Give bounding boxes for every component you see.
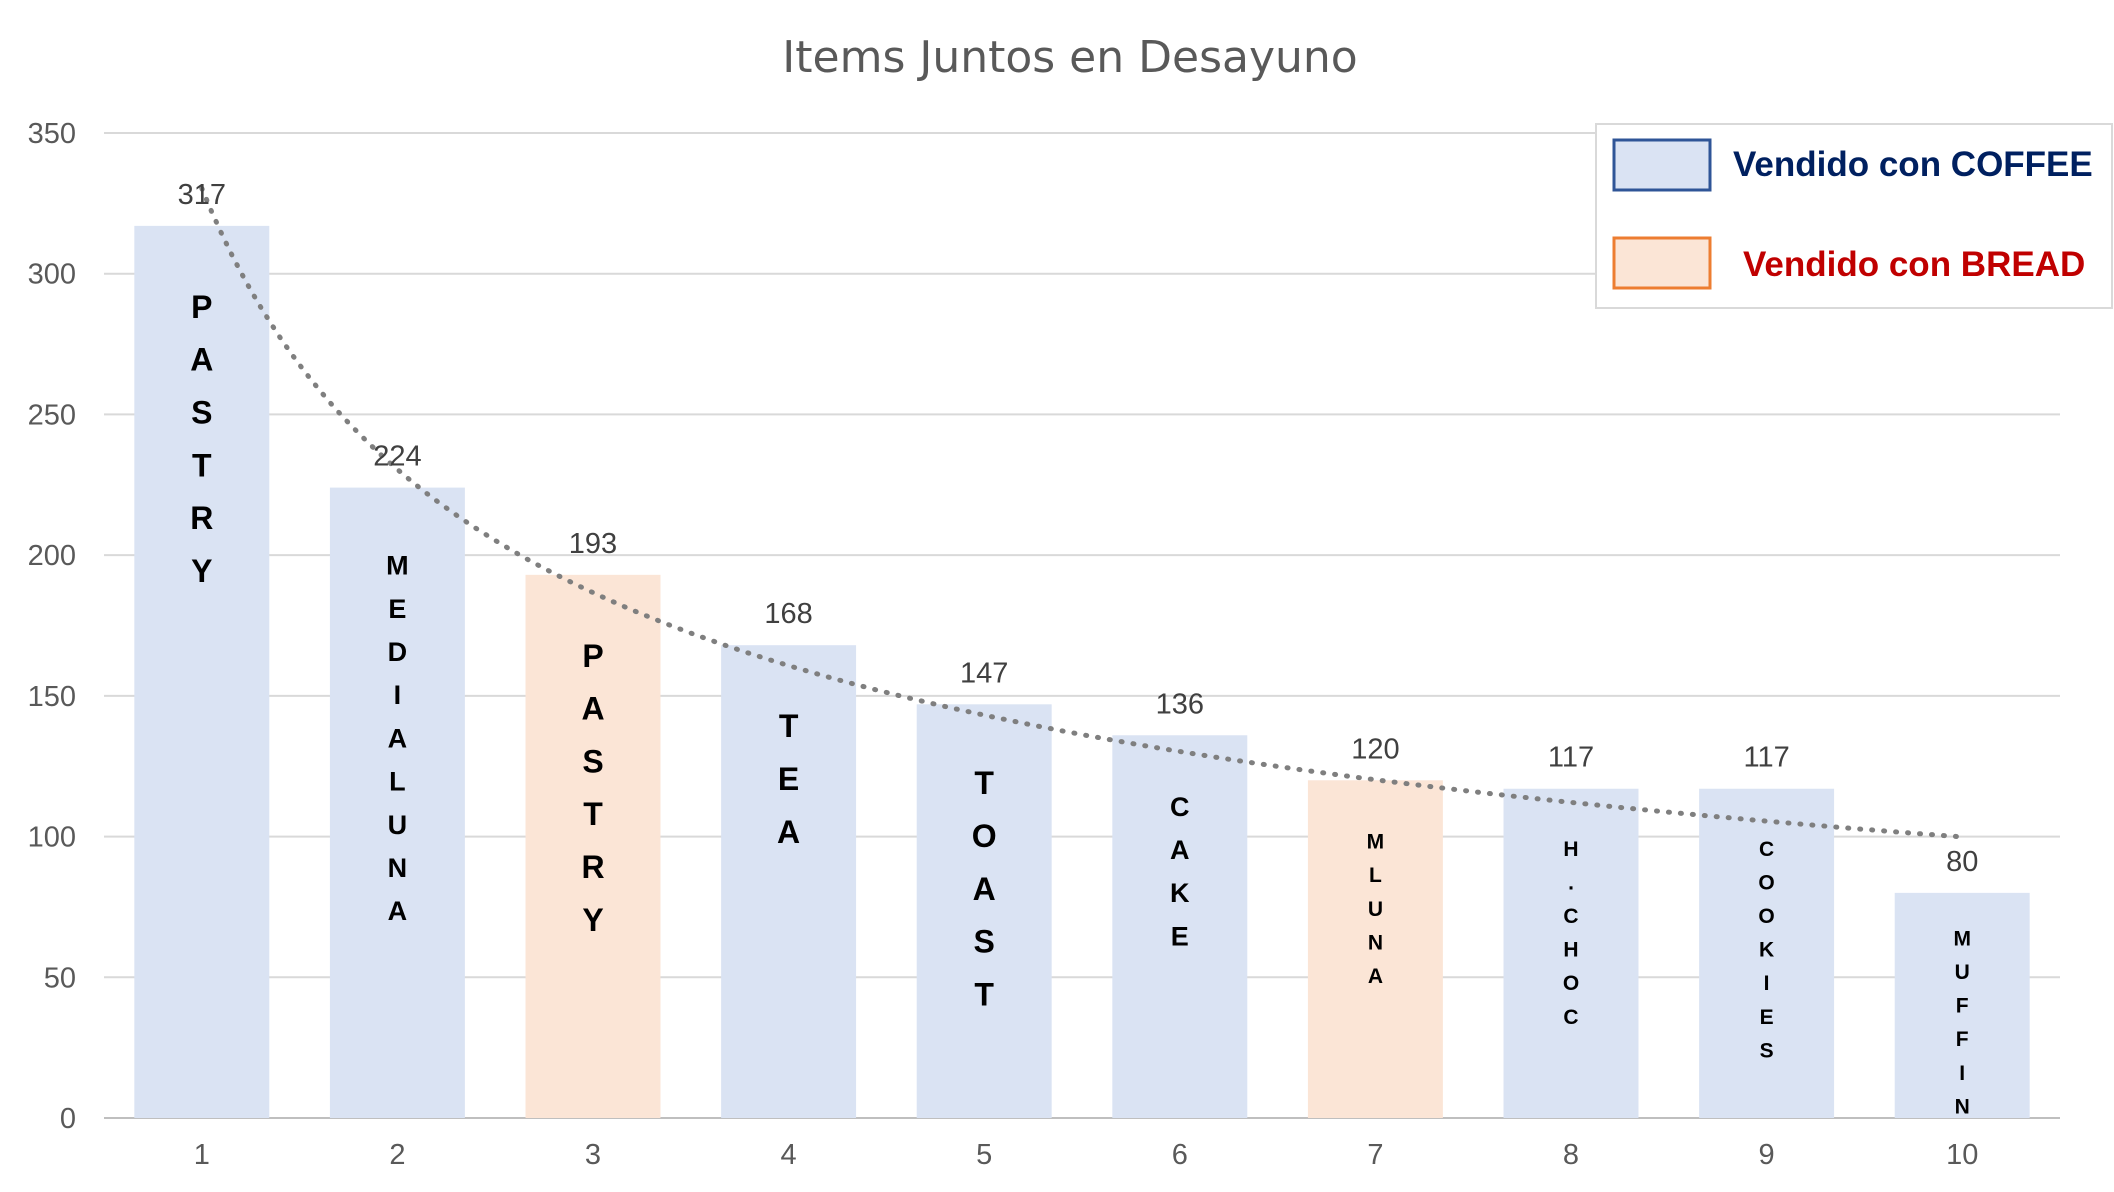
x-tick-label-9: 9	[1759, 1139, 1775, 1171]
legend: Vendido con COFFEE Vendido con BREAD	[1595, 123, 2113, 309]
bars: P A S T R Y M E D I A L U N A P A S T R Y T E A T O A S T C A K E M L U N A H.…	[134, 225, 2030, 1119]
x-tick-label-5: 5	[976, 1139, 992, 1171]
x-tick-label-8: 8	[1563, 1139, 1579, 1171]
legend-swatch-bread	[1612, 236, 1712, 290]
data-label-7: 120	[1351, 733, 1399, 765]
data-label-10: 80	[1946, 846, 1978, 878]
x-tick-label-4: 4	[781, 1139, 797, 1171]
data-labels: 317 224 193 168 147 136 120 117 117 80	[178, 179, 1979, 878]
x-tick-label-10: 10	[1946, 1139, 1978, 1171]
data-label-4: 168	[764, 598, 812, 630]
y-tick-label: 300	[28, 259, 76, 291]
y-tick-label: 150	[28, 681, 76, 713]
y-tick-label: 0	[60, 1103, 76, 1135]
bar-9	[1699, 788, 1835, 1118]
bar-6	[1112, 735, 1248, 1118]
y-tick-label: 100	[28, 822, 76, 854]
x-tick-label-2: 2	[389, 1139, 405, 1171]
data-label-6: 136	[1156, 688, 1204, 720]
trendline-layer	[199, 185, 1965, 840]
x-tick-label-3: 3	[585, 1139, 601, 1171]
bar-8	[1503, 788, 1639, 1118]
x-tick-label-1: 1	[194, 1139, 210, 1171]
data-label-9: 117	[1743, 742, 1789, 774]
data-label-2: 224	[373, 441, 421, 473]
data-label-5: 147	[960, 657, 1008, 689]
x-axis-ticks: 1 2 3 4 5 6 7 8 9 10	[194, 1139, 1979, 1171]
y-tick-label: 50	[44, 962, 76, 994]
bar-3	[525, 574, 661, 1118]
bar-10	[1894, 892, 2030, 1118]
bar-7	[1307, 780, 1443, 1118]
y-tick-label: 350	[28, 118, 76, 150]
bar-2	[329, 487, 465, 1119]
x-tick-label-6: 6	[1172, 1139, 1188, 1171]
y-tick-label: 200	[28, 540, 76, 572]
bar-1	[134, 225, 270, 1118]
legend-label-bread: Vendido con BREAD	[1743, 245, 2085, 284]
bar-4	[721, 645, 857, 1118]
legend-swatch-coffee	[1612, 138, 1712, 192]
trendline	[199, 185, 1965, 840]
y-tick-label: 250	[28, 399, 76, 431]
bar-5	[916, 704, 1052, 1118]
data-label-1: 317	[178, 179, 226, 211]
data-label-3: 193	[569, 528, 617, 560]
y-axis-ticks: 0 50 100 150 200 250 300 350	[28, 118, 76, 1135]
chart-title: Items Juntos en Desayuno	[782, 32, 1357, 83]
data-label-8: 117	[1548, 742, 1594, 774]
x-tick-label-7: 7	[1367, 1139, 1383, 1171]
legend-label-coffee: Vendido con COFFEE	[1733, 145, 2093, 184]
